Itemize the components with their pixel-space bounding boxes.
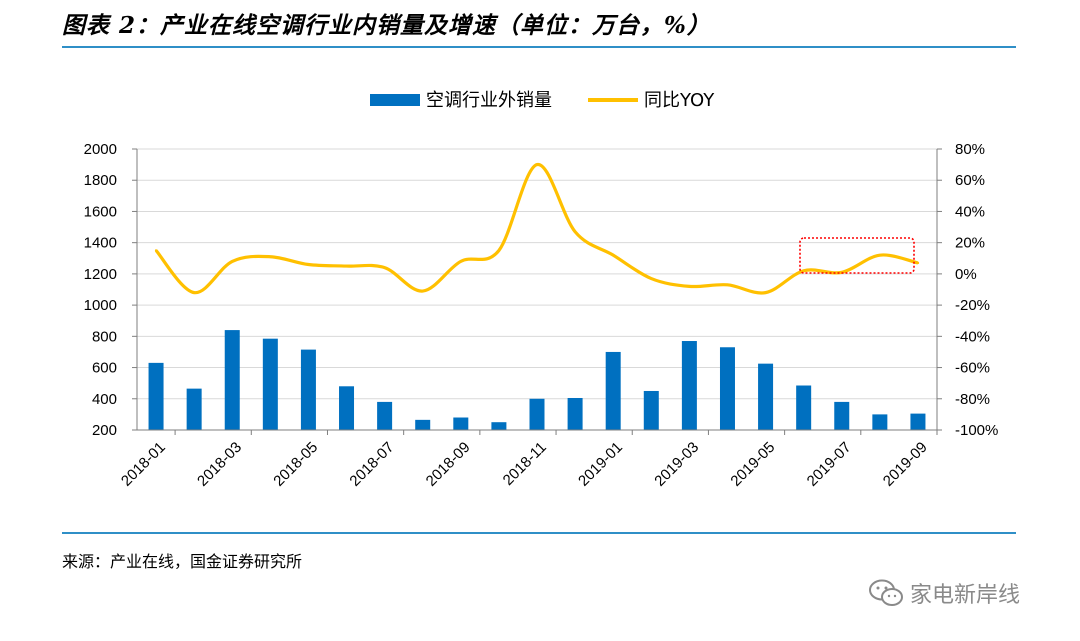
bar bbox=[377, 401, 393, 430]
y-right-tick-label: -100% bbox=[955, 422, 998, 439]
line-point bbox=[535, 163, 539, 166]
line-point bbox=[688, 285, 691, 288]
y-right-tick-label: -20% bbox=[955, 297, 990, 314]
y-left-tick-label: 200 bbox=[92, 422, 117, 439]
y-left-tick-label: 2000 bbox=[84, 141, 117, 158]
bar bbox=[834, 401, 850, 430]
bar bbox=[186, 388, 202, 430]
y-left-tick-label: 1000 bbox=[84, 297, 117, 314]
x-tick-label: 2019-03 bbox=[651, 439, 702, 490]
highlight-box bbox=[799, 237, 915, 274]
axes: 2000 1800 1600 1400 1200 1000 800 600 400 200 80% 6… bbox=[84, 141, 999, 490]
legend-bar-swatch bbox=[370, 94, 420, 106]
figure-title: 图表 2：产业在线空调行业内销量及增速（单位：万台，%） bbox=[62, 12, 711, 39]
watermark: 家电新岸线 bbox=[868, 577, 1020, 609]
legend-line-label: 同比YOY bbox=[644, 90, 715, 111]
bar bbox=[719, 347, 735, 430]
bar bbox=[300, 349, 316, 430]
y-right-tick-label: -80% bbox=[955, 391, 990, 408]
line-point bbox=[307, 263, 310, 266]
y-right-tick-label: 60% bbox=[955, 172, 985, 189]
y-left-tick-label: 800 bbox=[92, 328, 117, 345]
bar-series bbox=[148, 330, 926, 430]
bar bbox=[796, 385, 812, 430]
gridlines bbox=[137, 148, 937, 400]
x-tick-label: 2018-11 bbox=[500, 439, 550, 489]
line-point bbox=[269, 255, 272, 258]
x-tick-label: 2018-09 bbox=[423, 439, 474, 490]
line-point bbox=[383, 266, 386, 269]
y-right-tick-label: -60% bbox=[955, 360, 990, 377]
y-right-tick-label: 20% bbox=[955, 235, 985, 252]
bar bbox=[681, 341, 697, 430]
x-tick-label: 2019-07 bbox=[804, 439, 855, 490]
footer-divider bbox=[62, 532, 1016, 534]
y-left-tick-label: 1200 bbox=[84, 266, 117, 283]
y-right-tick-label: 80% bbox=[955, 141, 985, 158]
line-point bbox=[154, 249, 158, 252]
wechat-icon bbox=[869, 579, 903, 606]
bar bbox=[262, 338, 278, 430]
line-point bbox=[726, 283, 729, 287]
line-point bbox=[192, 291, 196, 294]
x-tick-label: 2018-07 bbox=[346, 439, 397, 490]
x-tick-label: 2018-03 bbox=[194, 439, 245, 490]
bar bbox=[567, 397, 583, 430]
line-point bbox=[802, 269, 805, 272]
line-point bbox=[764, 291, 767, 294]
bar-line-chart: 2000 1800 1600 1400 1200 1000 800 600 400 200 80% 6… bbox=[84, 90, 999, 490]
bar bbox=[758, 363, 774, 430]
bar bbox=[415, 419, 431, 430]
line-point bbox=[916, 261, 920, 265]
line-point bbox=[345, 264, 348, 268]
x-tick-label: 2019-09 bbox=[880, 439, 931, 490]
x-tick-label: 2018-05 bbox=[270, 439, 321, 490]
line-point bbox=[231, 260, 234, 263]
legend: 空调行业外销量 同比YOY bbox=[370, 90, 715, 111]
line-point bbox=[878, 253, 882, 257]
line-point bbox=[650, 277, 653, 280]
y-left-tick-label: 400 bbox=[92, 391, 117, 408]
bar bbox=[529, 398, 545, 430]
y-right-tick-label: 0% bbox=[955, 266, 977, 283]
line-point bbox=[573, 230, 577, 233]
x-tick-label: 2019-01 bbox=[575, 439, 626, 490]
line-point bbox=[459, 260, 463, 263]
legend-bar-label: 空调行业外销量 bbox=[426, 90, 552, 111]
y-left-tick-label: 1600 bbox=[84, 203, 117, 220]
bar bbox=[643, 390, 659, 430]
x-tick-label: 2018-01 bbox=[118, 439, 169, 490]
line-point bbox=[611, 253, 615, 257]
bar bbox=[148, 362, 164, 430]
watermark-text: 家电新岸线 bbox=[910, 583, 1021, 608]
title-divider bbox=[62, 46, 1016, 48]
line-series bbox=[154, 163, 920, 295]
y-right-tick-label: -40% bbox=[955, 328, 990, 345]
line-point bbox=[421, 289, 424, 293]
bar bbox=[453, 417, 469, 430]
source-note: 来源：产业在线，国金证券研究所 bbox=[62, 552, 303, 571]
bar bbox=[224, 330, 240, 430]
x-tick-label: 2019-05 bbox=[727, 439, 778, 490]
y-left-tick-label: 1800 bbox=[84, 172, 117, 189]
line-point bbox=[497, 249, 501, 252]
bar bbox=[872, 414, 888, 430]
bar bbox=[491, 422, 507, 430]
y-right-tick-label: 40% bbox=[955, 203, 985, 220]
bar bbox=[339, 386, 355, 430]
bar bbox=[605, 351, 621, 430]
y-left-tick-label: 600 bbox=[92, 360, 117, 377]
y-left-tick-label: 1400 bbox=[84, 235, 117, 252]
bar bbox=[910, 413, 926, 430]
